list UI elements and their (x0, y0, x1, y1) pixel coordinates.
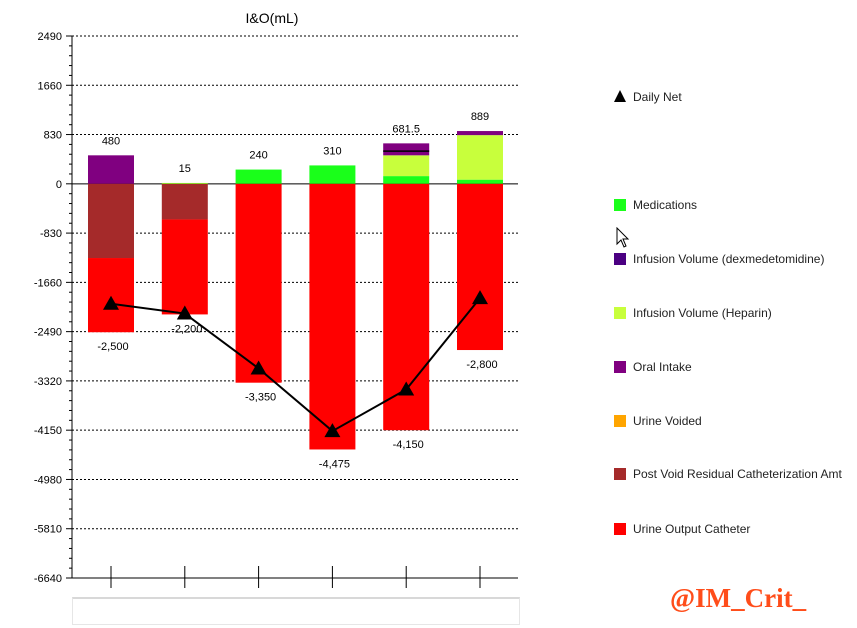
y-tick-label: -4980 (34, 474, 62, 486)
y-tick-label: -2490 (34, 327, 62, 339)
triangle-icon (614, 90, 626, 102)
legend: Daily Net Medications Infusion Volume (d… (614, 0, 854, 560)
net-value-label: -3,350 (245, 392, 276, 404)
positive-total-label: 15 (179, 163, 191, 175)
y-tick-label: -4150 (34, 425, 62, 437)
legend-item-heparin[interactable]: Infusion Volume (Heparin) (614, 306, 854, 321)
bar-segment (88, 155, 134, 184)
mouse-cursor-icon (616, 227, 630, 248)
swatch-icon (614, 468, 626, 480)
chart-title: I&O(mL) (246, 10, 299, 26)
bar-segment (457, 131, 503, 136)
legend-item-oral-intake[interactable]: Oral Intake (614, 360, 854, 375)
y-tick-label: -6640 (34, 573, 62, 585)
data-labels: 480 -2,500 15 -2,200 240 -3,350 310 -4,475 681.5… (97, 111, 497, 470)
bar-segment (457, 135, 503, 180)
bars (88, 131, 503, 450)
swatch-icon (614, 361, 626, 373)
y-axis: 2490 1660 830 0 -830 -1660 -2490 -3320 -4150 -498… (34, 31, 518, 588)
bar-segment (235, 169, 282, 184)
y-tick-label: -3320 (34, 376, 62, 388)
bar-segment (457, 183, 503, 351)
y-tick-label: 0 (56, 179, 62, 191)
chart-scroll-panel[interactable] (72, 597, 520, 625)
watermark: @IM_Crit_ (670, 583, 807, 613)
net-value-label: -2,800 (466, 359, 497, 371)
bar-segment (161, 183, 208, 185)
legend-item-medications[interactable]: Medications (614, 198, 854, 213)
daily-net-marker (398, 381, 415, 396)
swatch-icon (614, 307, 626, 319)
legend-item-post-void-residual[interactable]: Post Void Residual Catheterization Amt (614, 467, 854, 482)
y-tick-label: -1660 (34, 277, 62, 289)
positive-total-label: 480 (102, 135, 120, 147)
y-tick-label: -5810 (34, 524, 62, 536)
swatch-icon (614, 415, 626, 427)
bar-segment (161, 183, 208, 220)
swatch-icon (614, 523, 626, 535)
bar-segment (88, 183, 134, 259)
bar-segment (309, 183, 356, 450)
net-value-label: -4,475 (319, 458, 350, 470)
bar-segment (383, 143, 430, 156)
daily-net-polyline (110, 297, 481, 433)
swatch-icon (614, 253, 626, 265)
bar-segment (235, 183, 282, 383)
net-value-label: -4,150 (393, 439, 424, 451)
positive-total-label: 310 (323, 145, 341, 157)
bar-segment (88, 258, 134, 333)
bar-segment (161, 219, 208, 315)
y-tick-label: 1660 (38, 80, 62, 92)
swatch-icon (614, 199, 626, 211)
bar-segment (309, 165, 356, 184)
y-tick-label: 2490 (38, 31, 62, 43)
positive-total-label: 240 (249, 150, 267, 162)
net-value-label: -2,500 (97, 341, 128, 353)
bar-segment (457, 179, 503, 184)
legend-item-urine-output-catheter[interactable]: Urine Output Catheter (614, 522, 854, 537)
daily-net-marker (103, 295, 119, 310)
daily-net-marker (250, 360, 267, 375)
legend-item-urine-voided[interactable]: Urine Voided (614, 414, 854, 429)
legend-item-dexmedetomidine[interactable]: Infusion Volume (dexmedetomidine) (614, 252, 854, 267)
daily-net-line (103, 290, 488, 438)
positive-total-label: 681.5 (392, 123, 420, 135)
positive-total-label: 889 (471, 111, 489, 123)
daily-net-marker (324, 423, 341, 438)
y-tick-label: -830 (40, 228, 62, 240)
legend-item-daily-net[interactable]: Daily Net (614, 90, 854, 105)
bar-segment (161, 182, 208, 184)
grid (72, 35, 518, 579)
daily-net-marker (472, 290, 488, 305)
y-tick-label: 830 (44, 130, 62, 142)
daily-net-marker (176, 305, 193, 320)
bar-segment (383, 155, 430, 177)
net-value-label: -2,200 (171, 323, 202, 335)
bar-segment (383, 176, 430, 184)
